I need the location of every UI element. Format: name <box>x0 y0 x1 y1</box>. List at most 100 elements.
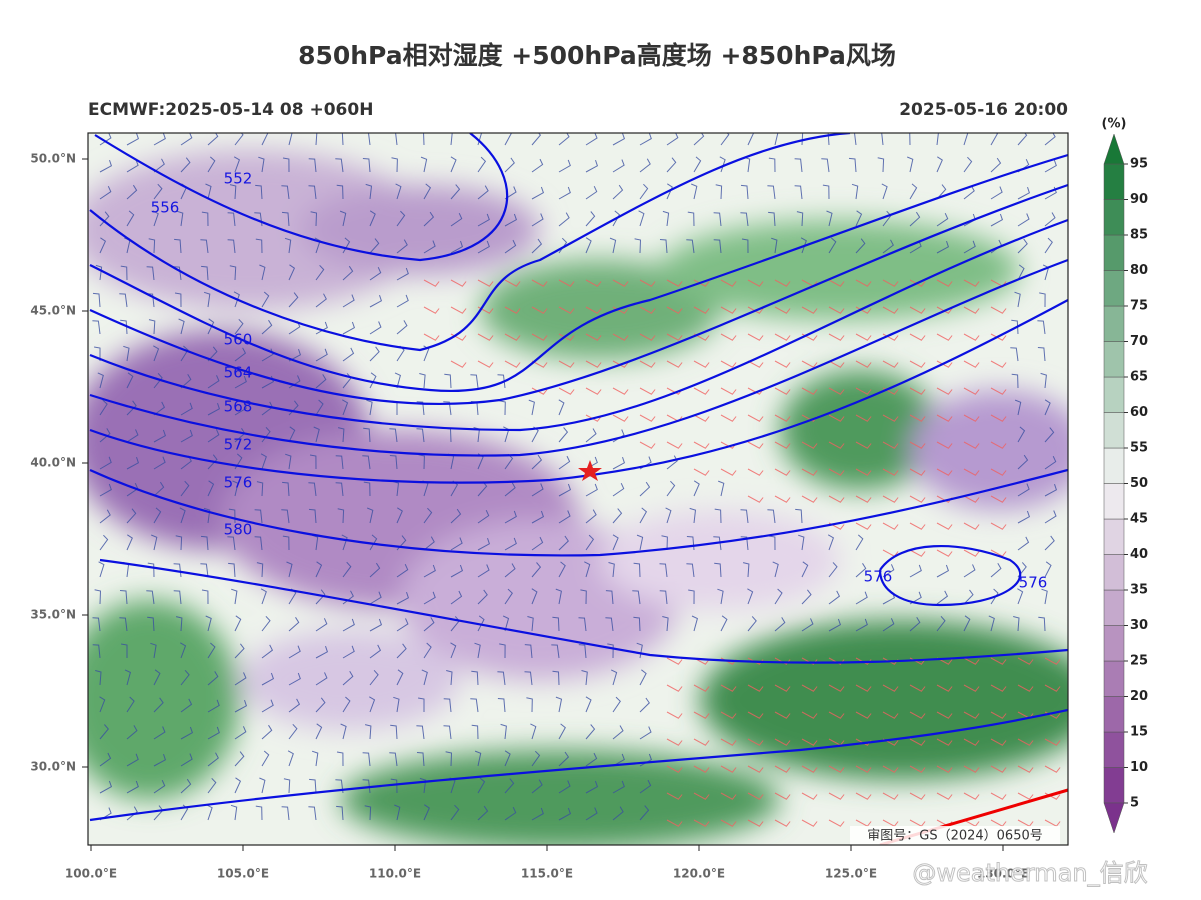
wind-barb <box>827 133 830 146</box>
colorbar-label: 40 <box>1130 547 1148 562</box>
wind-barb <box>336 751 344 767</box>
wind-barb <box>180 480 190 497</box>
wind-barb <box>471 724 479 740</box>
wind-barb <box>612 429 625 443</box>
colorbar-band <box>1103 412 1125 449</box>
wind-barb <box>531 333 548 341</box>
wind-barb <box>396 591 410 605</box>
wind-barb <box>713 536 722 551</box>
wind-barb <box>826 210 833 227</box>
wind-barb <box>774 306 791 314</box>
wind-barb <box>612 725 624 740</box>
wind-barb <box>990 468 1007 476</box>
wind-barb <box>855 765 872 773</box>
wind-barb <box>633 562 641 578</box>
wind-barb <box>585 387 602 395</box>
wind-barb <box>342 590 354 605</box>
wind-barb <box>119 617 128 632</box>
wind-barb <box>714 562 722 578</box>
wind-barb <box>558 212 570 227</box>
wind-barb <box>531 588 538 605</box>
wind-barb <box>174 292 182 308</box>
wind-barb <box>882 792 899 800</box>
wind-barb <box>416 725 425 740</box>
wind-barb <box>855 711 872 719</box>
wind-barb <box>120 265 128 281</box>
colorbar-label: 60 <box>1130 405 1148 420</box>
wind-barb <box>720 738 737 746</box>
wind-barb <box>822 184 830 200</box>
wind-barb <box>936 133 939 146</box>
wind-barb <box>120 319 128 335</box>
wind-barb <box>152 210 159 227</box>
wind-barb <box>477 333 494 341</box>
wind-barb <box>666 711 683 719</box>
wind-barb <box>1044 399 1051 416</box>
wind-barb <box>855 279 872 287</box>
wind-barb <box>286 561 293 578</box>
wind-barb <box>504 360 521 368</box>
x-tick-label: 125.0°E <box>825 867 877 881</box>
wind-barbs <box>92 133 1061 827</box>
wind-barb <box>203 507 211 524</box>
wind-barb <box>234 777 242 794</box>
wind-barb <box>206 804 213 821</box>
wind-barb <box>747 792 764 800</box>
wind-barb <box>798 534 805 551</box>
wind-barb <box>666 333 683 341</box>
wind-barb <box>419 777 427 794</box>
wind-barb <box>693 414 710 422</box>
wind-barb <box>234 672 247 686</box>
wind-barb <box>1017 738 1034 746</box>
wind-barb <box>794 158 803 173</box>
wind-barb <box>207 454 218 470</box>
wind-barb <box>261 724 273 740</box>
wind-barb <box>393 696 400 713</box>
wind-barb <box>1044 657 1061 665</box>
wind-barb <box>767 509 776 524</box>
wind-barb <box>180 402 193 416</box>
wind-barb <box>288 723 298 740</box>
wind-barb <box>474 750 482 767</box>
wind-barb <box>261 291 270 308</box>
wind-barb <box>639 779 652 794</box>
wind-barb <box>747 495 764 503</box>
wind-barb <box>741 238 749 254</box>
watermark: @weatherman_信欣 <box>912 859 1147 887</box>
wind-barb <box>315 561 323 578</box>
wind-barb <box>909 211 921 227</box>
wind-barb <box>558 360 575 368</box>
wind-barb <box>801 819 818 827</box>
wind-barb <box>1014 399 1022 416</box>
wind-barb <box>99 483 112 497</box>
wind-barb <box>504 157 515 173</box>
wind-barb <box>336 184 344 200</box>
wind-barb <box>229 265 237 281</box>
colorbar-band <box>1103 518 1125 555</box>
wind-barb <box>391 157 398 173</box>
wind-barb <box>99 752 112 767</box>
wind-barb <box>882 495 899 503</box>
wind-barb <box>693 333 710 341</box>
wind-barb <box>477 279 494 287</box>
wind-barb <box>389 752 398 767</box>
wind-barb <box>477 589 488 605</box>
wind-barb <box>1040 372 1047 389</box>
wind-barb <box>126 400 137 416</box>
wind-barb <box>477 240 490 254</box>
wind-barb <box>1017 133 1028 146</box>
wind-barb <box>909 549 926 557</box>
wind-barb <box>201 211 209 227</box>
wind-barb <box>774 279 791 287</box>
wind-barb <box>313 426 320 443</box>
wind-barb <box>423 211 435 227</box>
wind-barb <box>882 441 899 449</box>
subtitle-right: 2025-05-16 20:00 <box>899 100 1068 120</box>
wind-barb <box>612 508 623 524</box>
wind-barb <box>633 616 641 632</box>
wind-barb <box>531 562 542 578</box>
colorbar-band <box>1103 554 1125 591</box>
wind-barb <box>396 507 403 524</box>
wind-barb <box>99 159 113 173</box>
wind-barb <box>416 428 425 443</box>
